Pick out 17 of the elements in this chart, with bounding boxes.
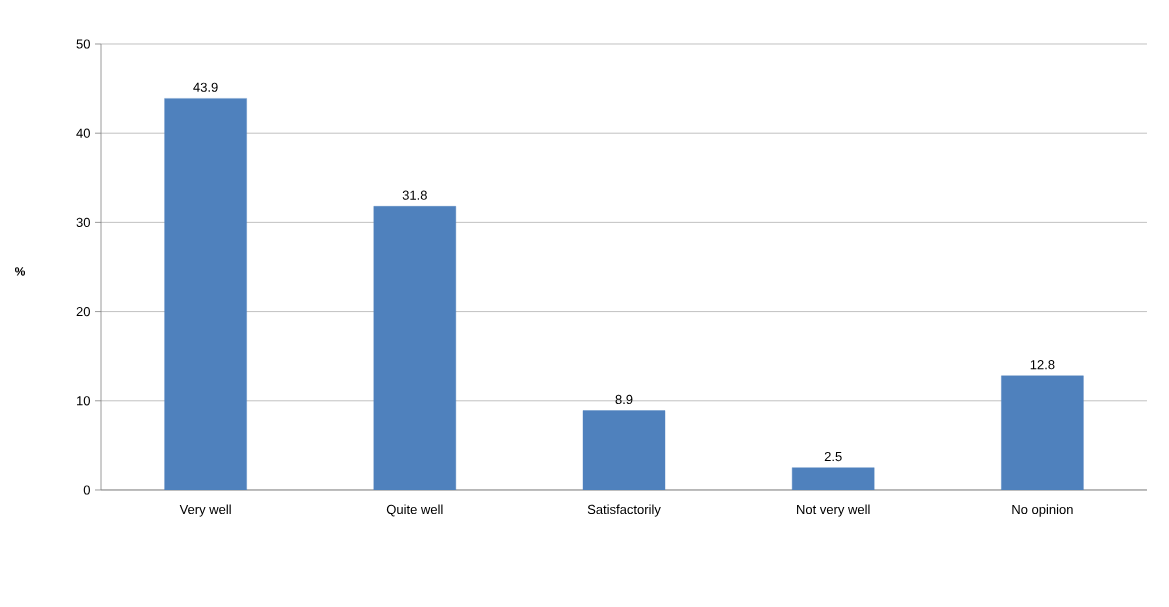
x-tick-label: No opinion (1012, 504, 1073, 517)
data-label: 8.9 (615, 394, 633, 405)
y-tick-label: 30 (76, 217, 90, 227)
y-tick-label: 40 (76, 128, 90, 138)
x-tick-label: Quite well (386, 504, 443, 517)
y-tick-label: 20 (76, 306, 90, 317)
x-tick-label: Satisfactorily (587, 504, 661, 517)
y-axis-title: % (14, 267, 26, 276)
data-label: 43.9 (193, 82, 218, 92)
y-tick-label: 50 (76, 39, 90, 49)
x-tick-label: Very well (179, 504, 231, 517)
data-label: 2.5 (824, 451, 842, 462)
y-tick-label: 10 (77, 396, 90, 406)
data-label: 12.8 (1030, 360, 1055, 370)
y-tick-label: 0 (83, 485, 90, 495)
data-label: 31.8 (402, 190, 427, 200)
x-tick-label: Not very well (797, 504, 870, 517)
